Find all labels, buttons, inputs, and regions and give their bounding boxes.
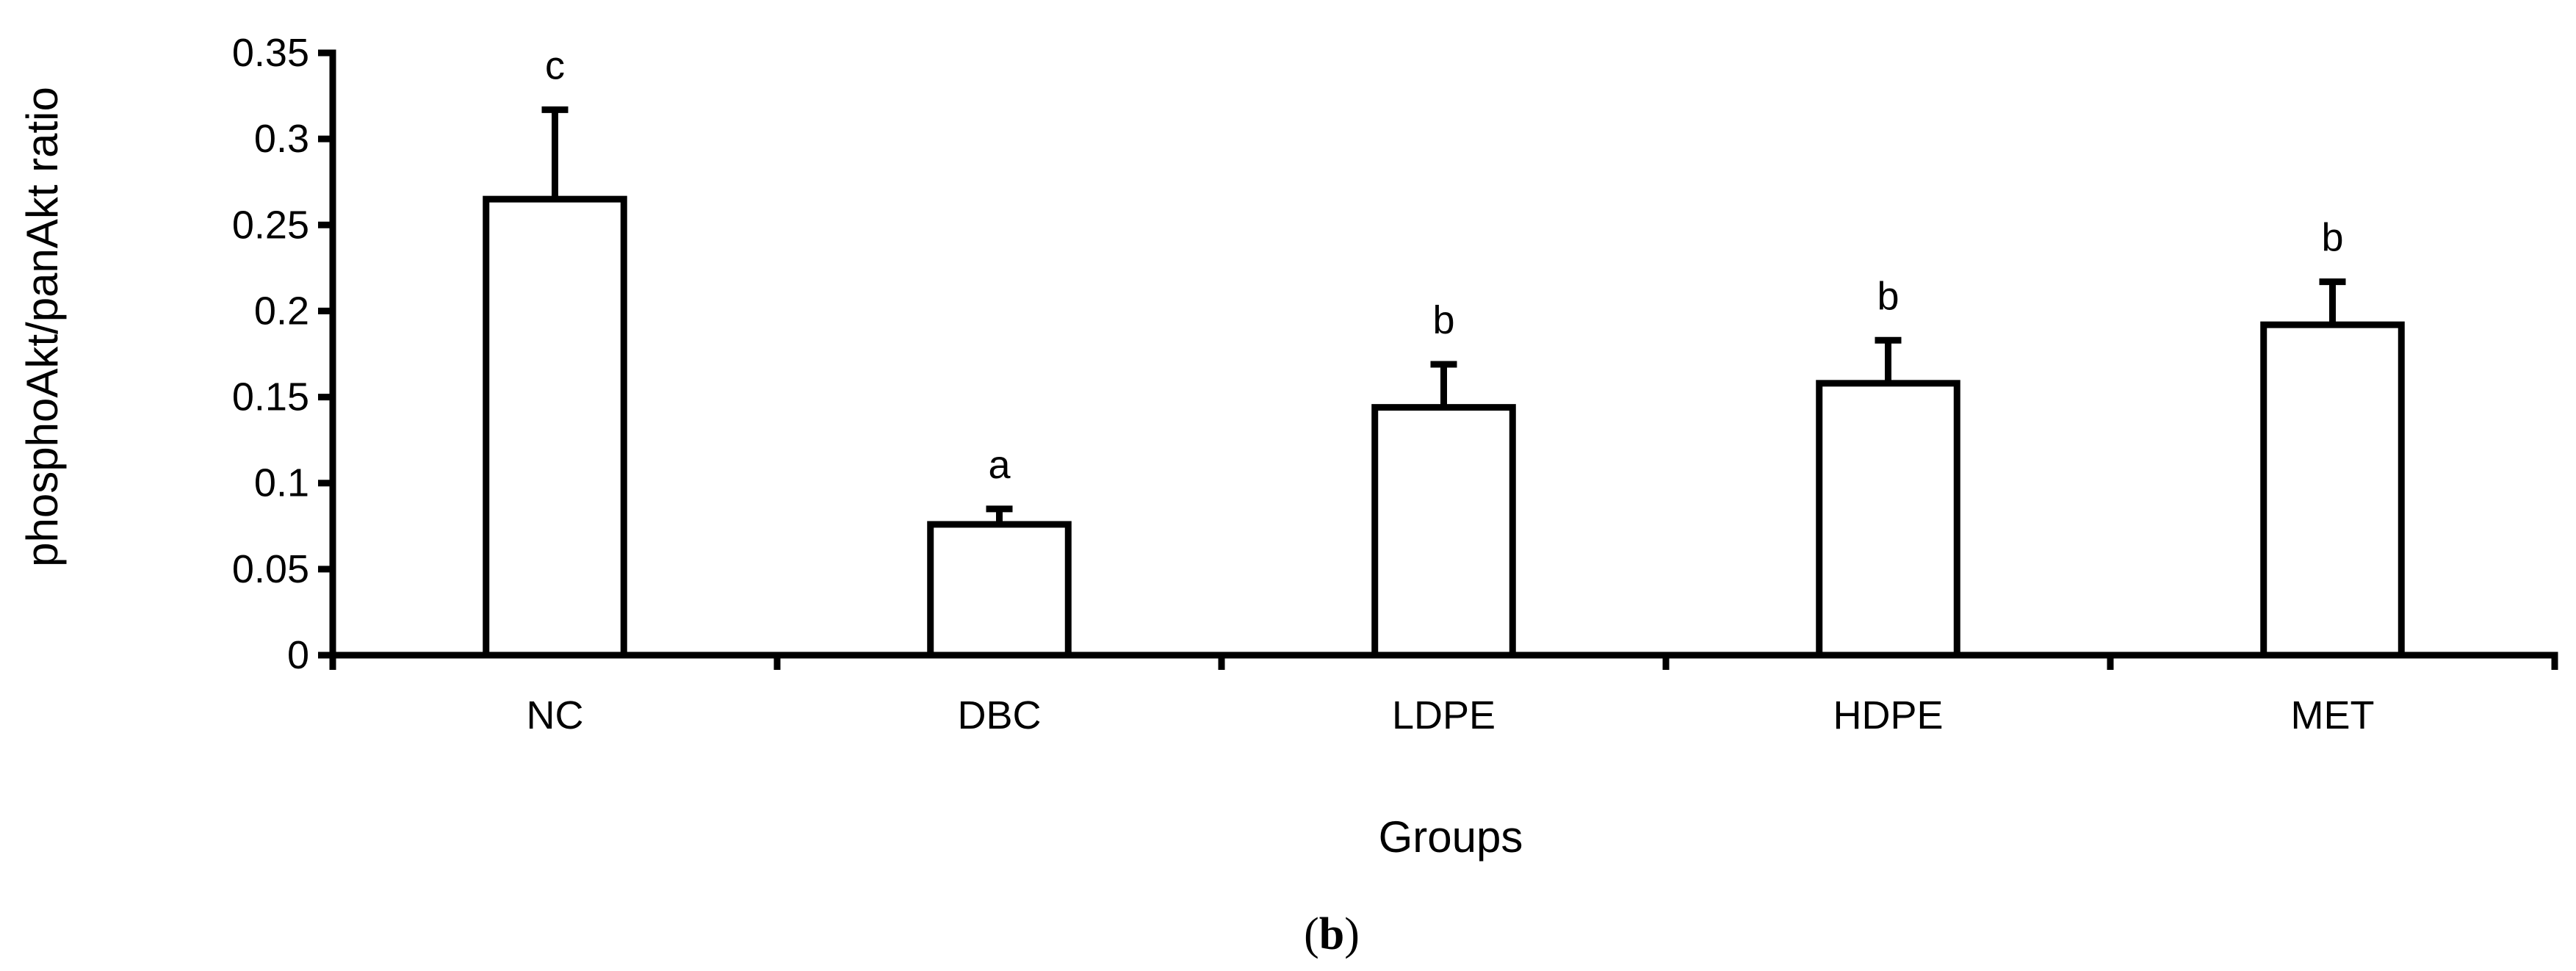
- panel-label-open: (: [1304, 909, 1319, 959]
- x-category-label: HDPE: [1833, 693, 1943, 737]
- bar-met: [2260, 321, 2405, 659]
- y-tick-label: 0.1: [254, 461, 309, 505]
- y-tick-label: 0.2: [254, 289, 309, 333]
- bar-ldpe: [1371, 404, 1516, 659]
- bar-dbc: [927, 521, 1072, 659]
- significance-letter: b: [1432, 298, 1454, 342]
- significance-letter: a: [988, 443, 1011, 487]
- y-axis-title: phosphoAkt/panAkt ratio: [18, 87, 67, 567]
- y-tick-label: 0: [287, 633, 309, 677]
- x-category-label: MET: [2291, 693, 2375, 737]
- significance-letter: c: [545, 43, 565, 87]
- tick-labels: 0 0.05 0.1 0.15 0.2 0.25 0.3 0.35 NC DBC LDPE HDPE M…: [232, 31, 2375, 737]
- panel-label: (b): [1304, 909, 1360, 959]
- significance-letter: b: [2321, 216, 2343, 260]
- y-tick-label: 0.3: [254, 117, 309, 161]
- bar-nc: [483, 195, 627, 659]
- y-tick-label: 0.15: [232, 375, 309, 419]
- bars: [483, 195, 2405, 659]
- panel-label-close: ): [1344, 909, 1360, 959]
- bar-hdpe: [1816, 380, 1960, 659]
- x-category-label: NC: [527, 693, 584, 737]
- significance-letters: c a b b b: [545, 43, 2344, 487]
- y-tick-label: 0.35: [232, 31, 309, 75]
- x-category-label: DBC: [957, 693, 1041, 737]
- y-tick-label: 0.05: [232, 547, 309, 591]
- x-category-label: LDPE: [1392, 693, 1496, 737]
- error-bars: [541, 106, 2346, 524]
- panel-label-letter: b: [1319, 909, 1344, 959]
- significance-letter: b: [1877, 274, 1899, 318]
- y-tick-label: 0.25: [232, 203, 309, 247]
- x-axis-title: Groups: [1379, 812, 1523, 862]
